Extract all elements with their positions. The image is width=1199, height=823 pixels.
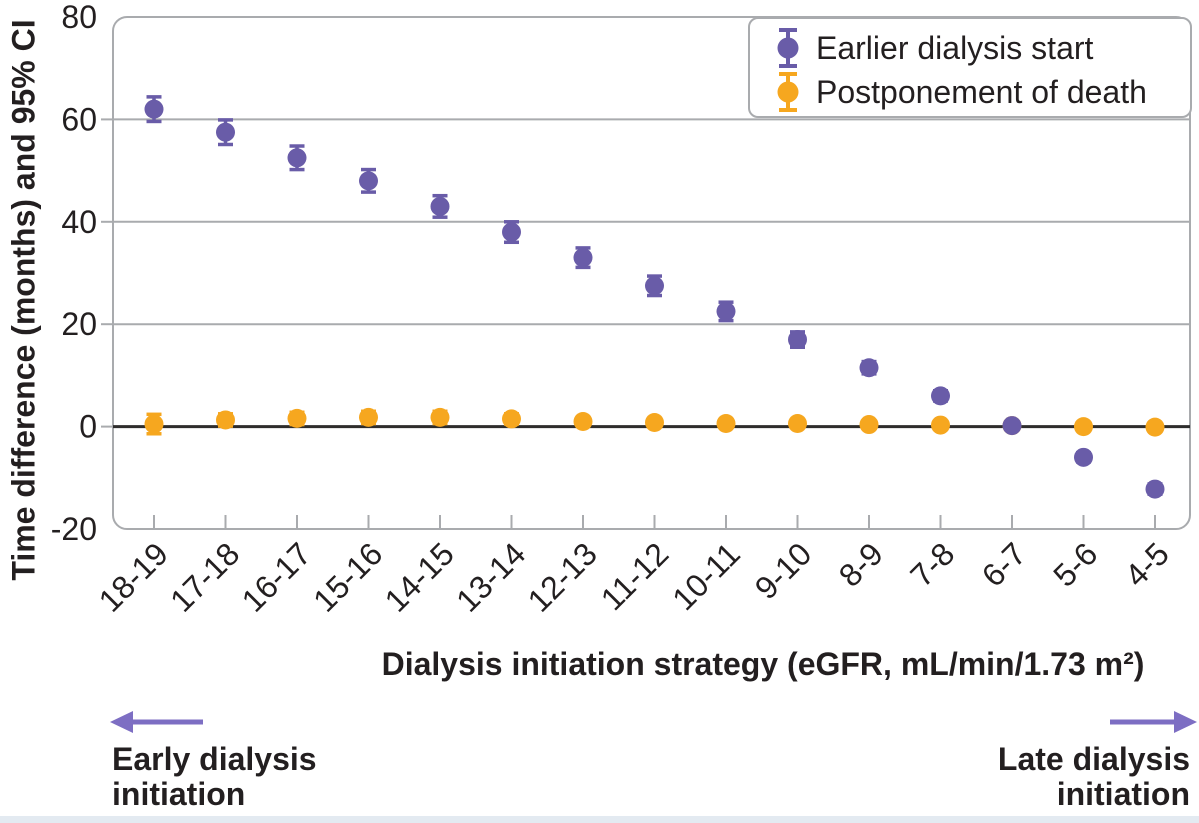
early-initiation-label: Early dialysis initiation [112, 741, 317, 812]
data-point [1145, 479, 1165, 499]
x-tick-label: 16-17 [235, 535, 318, 618]
data-point [716, 301, 736, 321]
data-point [931, 415, 950, 435]
data-point [788, 414, 807, 434]
bottom-accent-bar [0, 816, 1199, 823]
y-tick-label: 20 [61, 306, 97, 342]
data-point [1145, 417, 1165, 437]
data-point [287, 148, 307, 168]
late-initiation-label: Late dialysis initiation [997, 741, 1190, 812]
legend-item: Earlier dialysis start [750, 26, 1190, 70]
x-tick-label: 17-18 [163, 535, 246, 618]
x-tick-label: 8-9 [832, 535, 890, 593]
y-axis-title: Time difference (months) and 95% CI [5, 19, 42, 581]
point-with-error-bar-icon [777, 28, 799, 68]
data-point [1074, 447, 1093, 467]
x-tick-label: 5-6 [1046, 535, 1104, 593]
x-tick-label: 14-15 [378, 535, 461, 618]
legend-label: Postponement of death [816, 73, 1147, 110]
data-point [287, 408, 307, 428]
x-tick-label: 4-5 [1118, 535, 1176, 593]
data-point [359, 407, 378, 427]
left-arrow-icon [110, 711, 133, 733]
y-tick-label: 0 [79, 409, 97, 445]
data-point [859, 415, 879, 435]
x-axis-title: Dialysis initiation strategy (eGFR, mL/m… [381, 646, 1145, 682]
x-tick-label: 15-16 [306, 535, 389, 618]
data-point [645, 413, 664, 433]
data-point [216, 410, 235, 430]
y-tick-label: 60 [61, 101, 97, 137]
right-arrow-icon [1174, 711, 1197, 733]
x-tick-label: 13-14 [449, 535, 532, 618]
data-point [144, 99, 164, 119]
x-tick-label: 6-7 [975, 535, 1033, 593]
legend-label: Earlier dialysis start [816, 29, 1094, 66]
legend: Earlier dialysis start Postponement of d… [748, 17, 1192, 118]
data-point [216, 122, 235, 142]
data-point [931, 386, 950, 406]
data-point [788, 330, 807, 350]
data-point [430, 196, 450, 216]
data-point [502, 409, 521, 429]
data-point [573, 248, 593, 268]
x-tick-label: 9-10 [748, 535, 819, 606]
x-tick-label: 10-11 [665, 535, 747, 617]
legend-item: Postponement of death [750, 70, 1190, 114]
data-point [859, 358, 879, 378]
y-tick-label: 40 [61, 204, 97, 240]
x-tick-label: 18-19 [92, 535, 175, 618]
data-point [1002, 416, 1022, 436]
x-tick-label: 11-12 [594, 535, 676, 617]
data-point [144, 414, 164, 434]
data-point [1074, 417, 1093, 437]
data-point [716, 414, 736, 434]
data-point [359, 171, 378, 191]
y-tick-label: -20 [51, 511, 97, 547]
plot-border [112, 16, 1191, 530]
data-point [502, 222, 521, 242]
y-tick-label: 80 [61, 0, 97, 35]
data-point [430, 407, 450, 427]
x-tick-label: 7-8 [903, 535, 961, 593]
data-point [573, 411, 593, 431]
point-with-error-bar-icon [777, 72, 799, 112]
data-point [645, 276, 664, 296]
x-tick-label: 12-13 [521, 535, 604, 618]
